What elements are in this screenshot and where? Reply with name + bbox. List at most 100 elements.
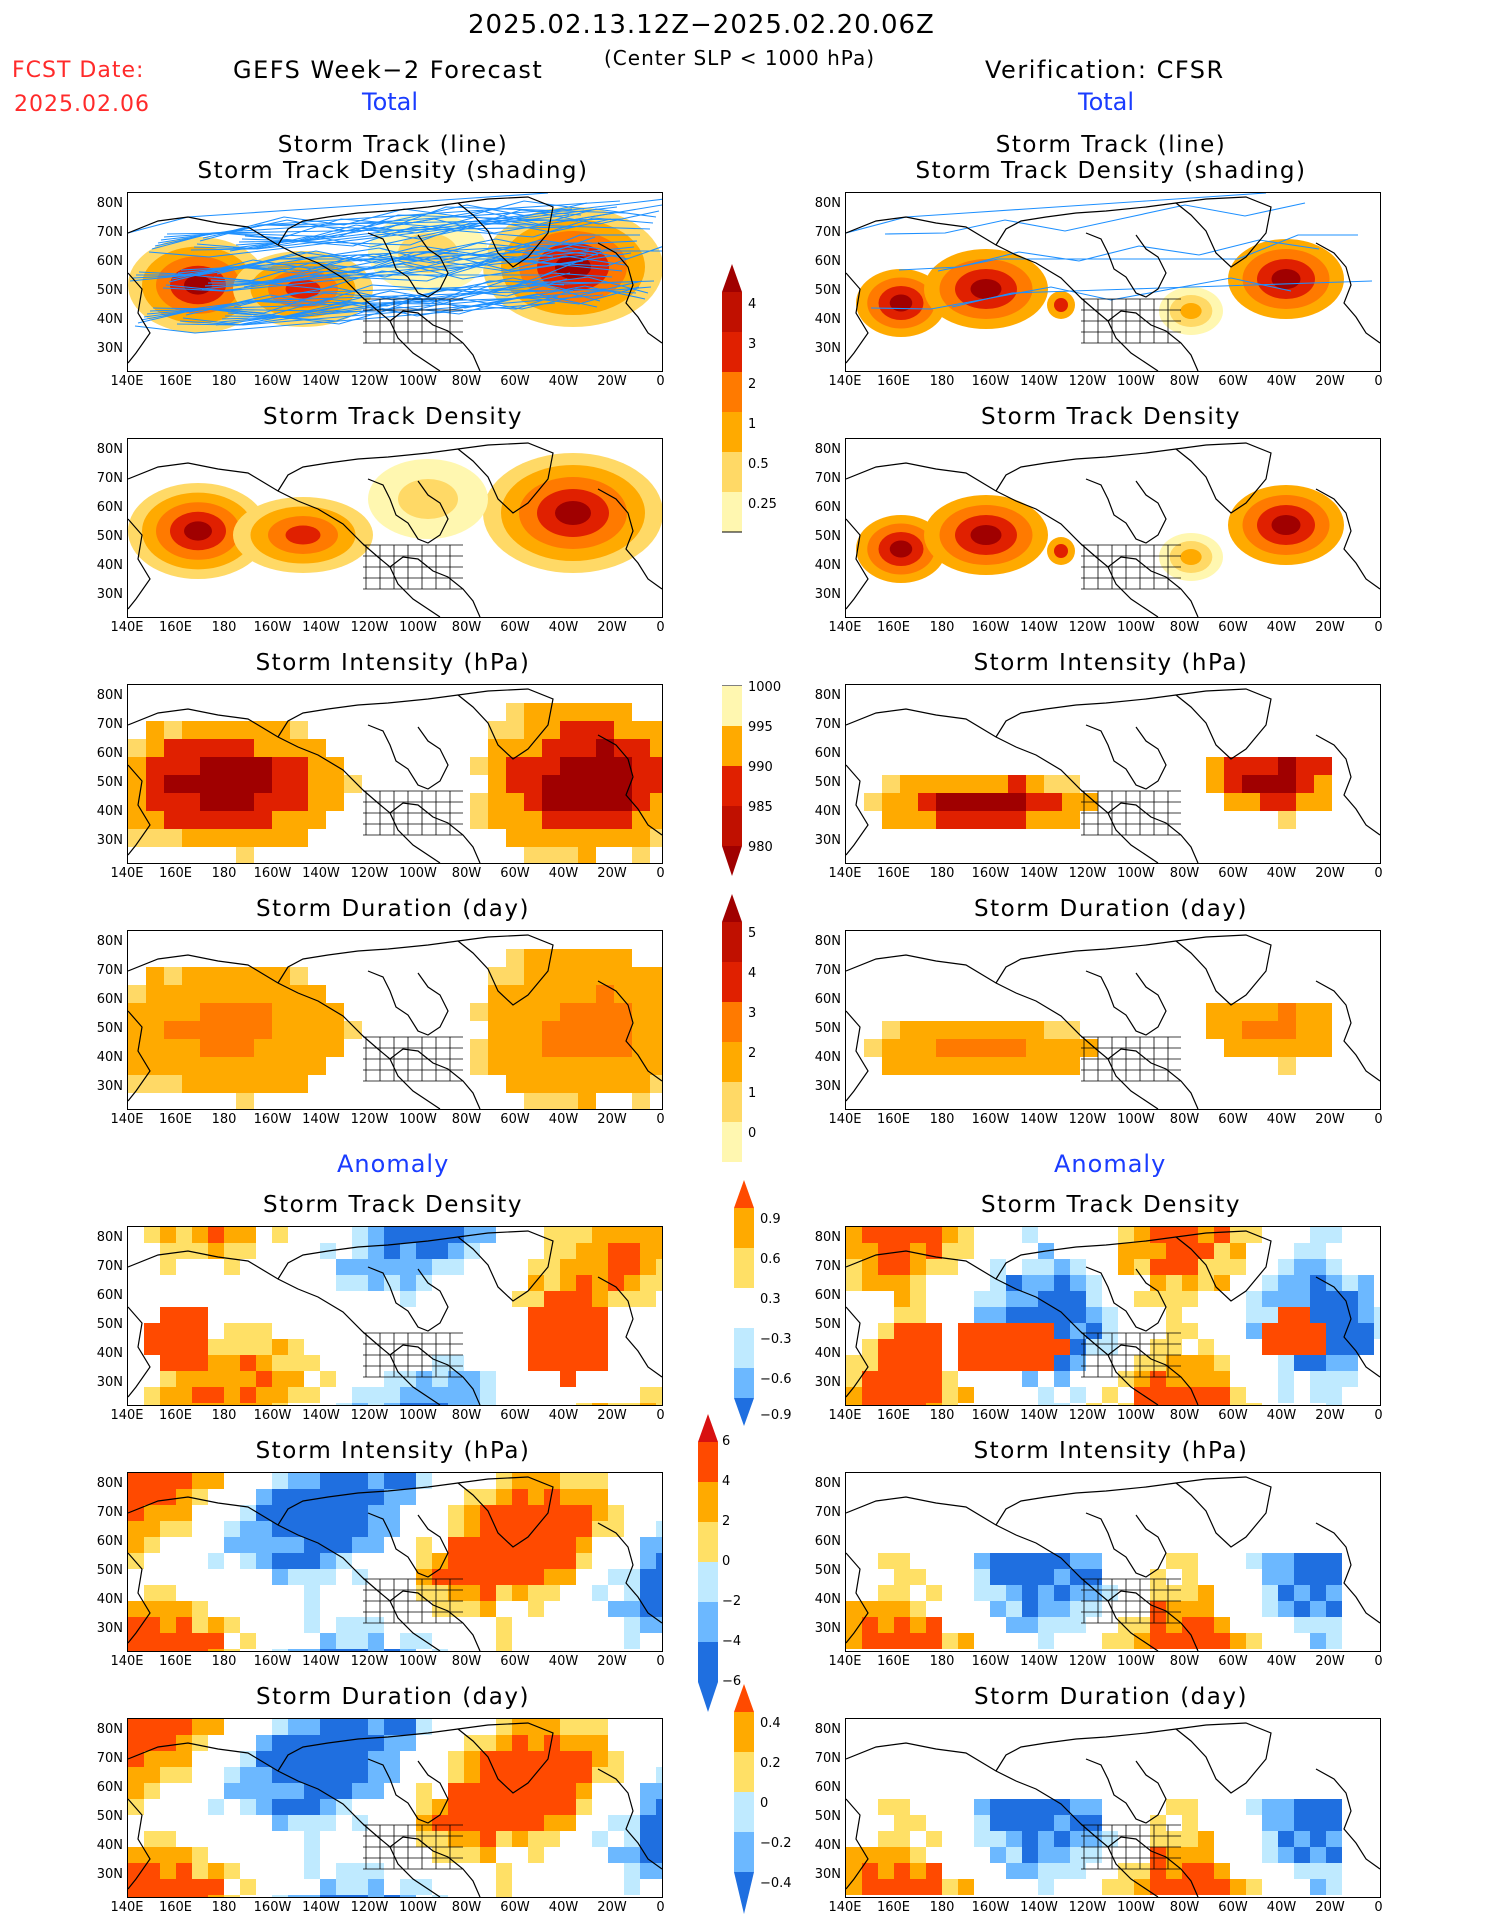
lon-tick-label: 160E <box>876 374 911 389</box>
lat-tick-label: 60N <box>96 1534 123 1549</box>
lon-tick-label: 40W <box>548 374 579 389</box>
lon-tick-label: 100W <box>1117 1112 1155 1127</box>
right-p1-title-a: Storm Track (line) <box>995 132 1227 158</box>
lon-tick-label: 160W <box>971 1112 1010 1127</box>
colorbar-intensity <box>722 685 742 876</box>
lon-tick-label: 140W <box>1020 1408 1058 1423</box>
lon-tick-label: 180 <box>211 866 237 881</box>
lat-tick-label: 80N <box>814 1230 841 1245</box>
lat-tick-label: 30N <box>96 1621 123 1636</box>
lat-tick-label: 70N <box>814 1505 841 1520</box>
lat-tick-label: 60N <box>814 1288 841 1303</box>
lat-tick-label: 30N <box>96 833 123 848</box>
left-a3-title: Storm Duration (day) <box>256 1684 530 1710</box>
lon-tick-label: 40W <box>548 620 579 635</box>
lon-tick-label: 140W <box>302 374 340 389</box>
right-p4-title: Storm Duration (day) <box>974 896 1248 922</box>
cb-ianom-l6: −6 <box>722 1674 742 1689</box>
map-right-anom-intensity <box>845 1472 1381 1652</box>
right-a1-title: Storm Track Density <box>981 1192 1241 1218</box>
map-left-anom-intensity <box>127 1472 663 1652</box>
lon-tick-label: 40W <box>1266 1408 1297 1423</box>
lat-tick-label: 80N <box>96 1476 123 1491</box>
left-p1-title-a: Storm Track (line) <box>277 132 509 158</box>
lon-tick-label: 20W <box>1315 620 1345 635</box>
lat-tick-label: 40N <box>96 558 123 573</box>
cb-duration-l5: 0 <box>748 1126 757 1141</box>
lon-tick-label: 160W <box>971 866 1010 881</box>
lon-tick-label: 40W <box>548 1900 579 1915</box>
lat-tick-label: 60N <box>814 1534 841 1549</box>
lon-tick-label: 140E <box>110 1654 144 1669</box>
lon-tick-label: 0 <box>1374 374 1383 389</box>
lon-tick-label: 20W <box>1315 1900 1345 1915</box>
lon-tick-label: 60W <box>500 620 530 635</box>
lat-tick-label: 50N <box>814 283 841 298</box>
lon-tick-label: 20W <box>1315 866 1345 881</box>
lat-tick-label: 30N <box>96 1867 123 1882</box>
lat-tick-label: 50N <box>96 1563 123 1578</box>
lon-tick-label: 0 <box>1374 620 1383 635</box>
lon-tick-label: 120W <box>350 866 389 881</box>
lon-tick-label: 120W <box>1068 374 1107 389</box>
cb-danom-l3: −0.3 <box>760 1332 792 1347</box>
cb-danom-l0: 0.9 <box>760 1212 781 1227</box>
lon-tick-label: 40W <box>548 866 579 881</box>
lat-tick-label: 70N <box>96 1259 123 1274</box>
lat-tick-label: 50N <box>814 529 841 544</box>
lat-tick-label: 80N <box>814 1476 841 1491</box>
lon-tick-label: 160E <box>158 374 193 389</box>
map-right-track-density <box>845 438 1381 618</box>
lon-tick-label: 140E <box>110 866 144 881</box>
lat-tick-label: 70N <box>96 225 123 240</box>
lon-tick-label: 80W <box>451 866 482 881</box>
lat-tick-label: 70N <box>814 1259 841 1274</box>
cb-duration-l4: 1 <box>748 1086 757 1101</box>
right-a3-title: Storm Duration (day) <box>974 1684 1248 1710</box>
lon-tick-label: 60W <box>1218 620 1248 635</box>
lat-tick-label: 30N <box>814 341 841 356</box>
lat-tick-label: 40N <box>96 1592 123 1607</box>
lat-tick-label: 80N <box>96 934 123 949</box>
map-left-anom-duration <box>127 1718 663 1898</box>
lon-tick-label: 0 <box>656 1654 665 1669</box>
lat-tick-label: 60N <box>814 500 841 515</box>
lon-tick-label: 160W <box>253 620 292 635</box>
lon-tick-label: 0 <box>656 866 665 881</box>
lon-tick-label: 160E <box>876 866 911 881</box>
lon-tick-label: 180 <box>211 1900 237 1915</box>
lon-tick-label: 60W <box>1218 1112 1248 1127</box>
lon-tick-label: 80W <box>1169 1654 1200 1669</box>
cb-intensity-l0: 1000 <box>748 680 782 695</box>
left-p4-title: Storm Duration (day) <box>256 896 530 922</box>
right-p2-title: Storm Track Density <box>981 404 1241 430</box>
left-column-title: GEFS Week−2 Forecast <box>233 56 544 84</box>
cb-density-l5: 0.25 <box>748 497 777 512</box>
left-anomaly-label: Anomaly <box>337 1150 450 1178</box>
lon-tick-label: 140E <box>828 866 862 881</box>
lon-tick-label: 140W <box>1020 374 1058 389</box>
lon-tick-label: 0 <box>656 374 665 389</box>
lon-tick-label: 140E <box>828 620 862 635</box>
lat-tick-label: 30N <box>814 1621 841 1636</box>
lon-tick-label: 0 <box>1374 1408 1383 1423</box>
lat-tick-label: 60N <box>96 746 123 761</box>
right-anomaly-label: Anomaly <box>1054 1150 1167 1178</box>
lon-tick-label: 180 <box>211 620 237 635</box>
right-a2-title: Storm Intensity (hPa) <box>973 1438 1249 1464</box>
lat-tick-label: 80N <box>96 1230 123 1245</box>
lon-tick-label: 20W <box>597 374 627 389</box>
lon-tick-label: 40W <box>1266 866 1297 881</box>
right-column-title: Verification: CFSR <box>985 56 1225 84</box>
lon-tick-label: 20W <box>1315 1408 1345 1423</box>
lat-tick-label: 30N <box>814 1375 841 1390</box>
cb-ianom-l4: −2 <box>722 1594 742 1609</box>
lon-tick-label: 20W <box>1315 374 1345 389</box>
cb-density-l0: 4 <box>748 297 757 312</box>
lat-tick-label: 50N <box>96 1809 123 1824</box>
lat-tick-label: 40N <box>814 804 841 819</box>
lat-tick-label: 70N <box>96 1751 123 1766</box>
lon-tick-label: 120W <box>1068 620 1107 635</box>
lat-tick-label: 60N <box>96 1288 123 1303</box>
lon-tick-label: 100W <box>399 866 437 881</box>
